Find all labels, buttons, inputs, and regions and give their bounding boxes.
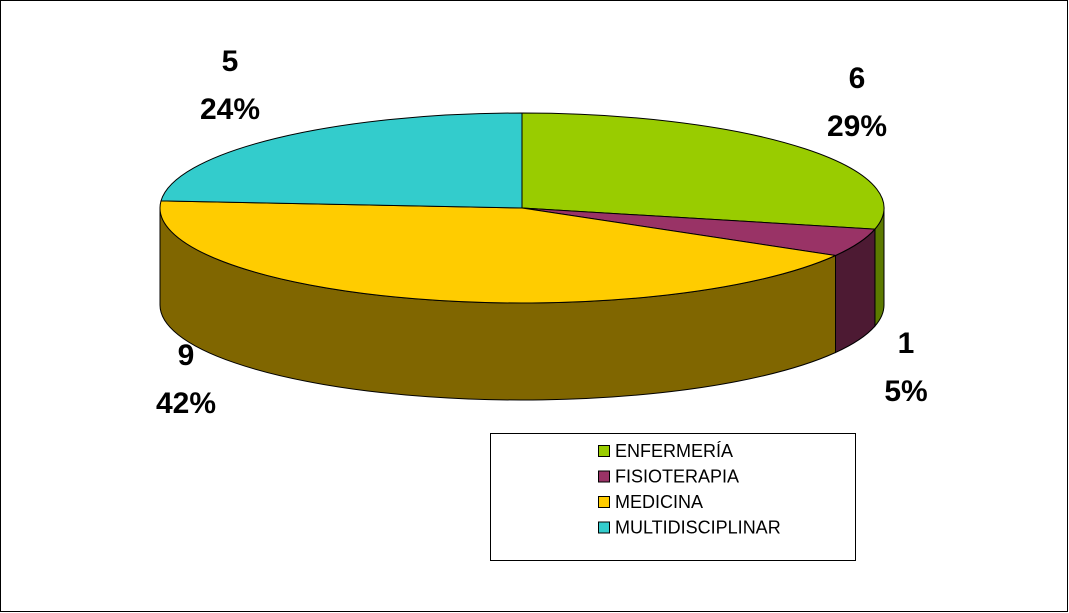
legend-label: MEDICINA (615, 492, 703, 512)
legend-swatch (598, 445, 610, 457)
pie (159, 112, 885, 401)
legend-box (490, 433, 856, 561)
data-label-percent: 29% (827, 110, 887, 143)
data-label-percent: 24% (200, 93, 260, 126)
legend-label: FISIOTERAPIA (615, 466, 739, 486)
legend-swatch (598, 496, 610, 508)
data-label: 1 (898, 327, 915, 360)
legend-swatch (598, 521, 610, 534)
data-label-percent: 42% (156, 387, 216, 420)
legend-label: MULTIDISCIPLINAR (615, 517, 781, 537)
data-label: 5 (222, 45, 239, 78)
data-label: 9 (178, 339, 195, 372)
legend-swatch (598, 470, 610, 483)
legend-label: ENFERMERÍA (615, 441, 733, 461)
slice (159, 200, 838, 304)
slice (160, 112, 523, 209)
data-label: 6 (849, 62, 866, 95)
data-label-percent: 5% (884, 375, 927, 408)
slice (521, 112, 885, 230)
